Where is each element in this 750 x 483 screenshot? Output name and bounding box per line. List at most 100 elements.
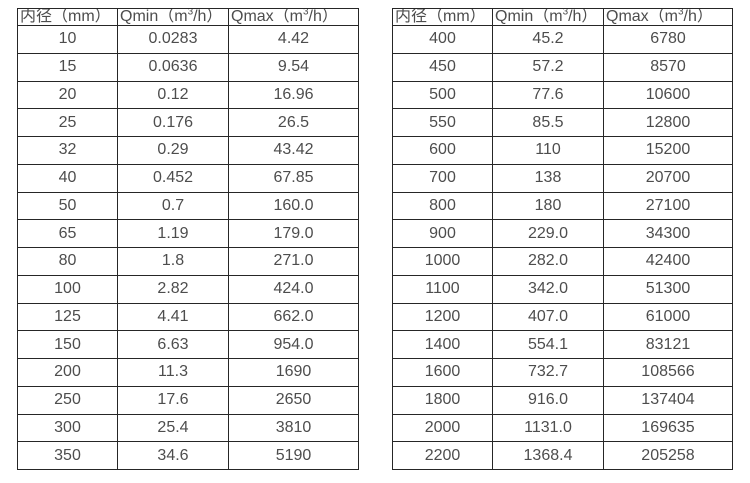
table-cell: 1368.4 [492, 441, 604, 470]
table-row: 80 1.8 271.0 [17, 247, 359, 276]
table-cell: 1600 [392, 358, 493, 387]
table-row: 600 110 15200 [392, 136, 733, 165]
table-row: 1600 732.7 108566 [392, 358, 733, 387]
table-cell: 125 [17, 302, 118, 332]
table-row: 1800 916.0 137404 [392, 385, 733, 415]
table-row: 25 0.176 26.5 [17, 108, 359, 137]
table-cell: 65 [17, 219, 118, 248]
table-cell: 80 [17, 247, 118, 276]
table-cell: 100 [17, 274, 118, 304]
table-cell: 550 [392, 108, 493, 137]
table-cell: 1800 [392, 385, 493, 415]
header-superscript: 3 [187, 8, 194, 18]
table-cell: 0.176 [117, 108, 229, 137]
table-row: 1200 407.0 61000 [392, 302, 733, 332]
table-cell: 205258 [603, 441, 733, 470]
table-cell: 1690 [228, 358, 359, 387]
table-cell: 15 [17, 52, 118, 82]
table-row: 65 1.19 179.0 [17, 219, 359, 248]
table-row: 2200 1368.4 205258 [392, 441, 733, 470]
table-cell: 900 [392, 219, 493, 248]
table-row: 1000 282.0 42400 [392, 247, 733, 276]
table-cell: 160.0 [228, 191, 359, 221]
table-row: 100 2.82 424.0 [17, 274, 359, 304]
table-cell: 34.6 [117, 441, 229, 470]
table-cell: 350 [17, 441, 118, 470]
table-cell: 662.0 [228, 302, 359, 332]
table-row: 32 0.29 43.42 [17, 136, 359, 165]
table-cell: 1400 [392, 330, 493, 359]
table-cell: 77.6 [492, 80, 604, 110]
header-text: /h） [683, 8, 713, 25]
table-cell: 400 [392, 25, 493, 54]
table-cell: 83121 [603, 330, 733, 359]
table-row: 350 34.6 5190 [17, 441, 359, 470]
header-text: Qmax（m [606, 8, 679, 25]
column-header: Qmax（m3/h） [228, 8, 359, 26]
header-superscript: 3 [562, 8, 569, 18]
table-cell: 25 [17, 108, 118, 137]
table-cell: 3810 [228, 413, 359, 443]
table-cell: 27100 [603, 191, 733, 221]
table-cell: 67.85 [228, 163, 359, 193]
table-cell: 916.0 [492, 385, 604, 415]
table-cell: 300 [17, 413, 118, 443]
table-cell: 954.0 [228, 330, 359, 359]
table-cell: 180 [492, 191, 604, 221]
table-cell: 1.19 [117, 219, 229, 248]
header-row: 内径（mm） Qmin（m3/h） Qmax（m3/h） [17, 8, 359, 26]
table-cell: 169635 [603, 413, 733, 443]
table-cell: 26.5 [228, 108, 359, 137]
table-cell: 732.7 [492, 358, 604, 387]
header-text: Qmin（m [120, 8, 188, 25]
table-cell: 179.0 [228, 219, 359, 248]
table-row: 150 6.63 954.0 [17, 330, 359, 359]
table-row: 450 57.2 8570 [392, 52, 733, 82]
header-text: Qmax（m [231, 8, 304, 25]
table-cell: 17.6 [117, 385, 229, 415]
table-cell: 108566 [603, 358, 733, 387]
table-cell: 5190 [228, 441, 359, 470]
table-cell: 51300 [603, 274, 733, 304]
table-row: 10 0.0283 4.42 [17, 25, 359, 54]
table-row: 300 25.4 3810 [17, 413, 359, 443]
table-cell: 0.7 [117, 191, 229, 221]
table-row: 200 11.3 1690 [17, 358, 359, 387]
header-superscript: 3 [678, 8, 684, 18]
table-row: 15 0.0636 9.54 [17, 52, 359, 82]
table-cell: 1131.0 [492, 413, 604, 443]
table-cell: 554.1 [492, 330, 604, 359]
table-cell: 1000 [392, 247, 493, 276]
table-cell: 138 [492, 163, 604, 193]
table-cell: 229.0 [492, 219, 604, 248]
table-row: 1100 342.0 51300 [392, 274, 733, 304]
table-cell: 4.41 [117, 302, 229, 332]
table-cell: 200 [17, 358, 118, 387]
table-cell: 11.3 [117, 358, 229, 387]
header-superscript: 3 [303, 8, 309, 18]
table-cell: 34300 [603, 219, 733, 248]
table-cell: 12800 [603, 108, 733, 137]
table-cell: 85.5 [492, 108, 604, 137]
table-cell: 282.0 [492, 247, 604, 276]
flow-table-small-diameters: 内径（mm） Qmin（m3/h） Qmax（m3/h） 10 0.0283 4.42 15… [17, 8, 359, 470]
header-text: 内径（mm） [20, 8, 111, 25]
table-cell: 10600 [603, 80, 733, 110]
column-header: Qmin（m3/h） [492, 8, 604, 26]
column-header: 内径（mm） [17, 8, 118, 26]
table-cell: 20 [17, 80, 118, 110]
table-cell: 250 [17, 385, 118, 415]
table-cell: 57.2 [492, 52, 604, 82]
header-text: /h） [568, 8, 598, 25]
table-cell: 500 [392, 80, 493, 110]
table-cell: 800 [392, 191, 493, 221]
header-row: 内径（mm） Qmin（m3/h） Qmax（m3/h） [392, 8, 733, 26]
table-cell: 15200 [603, 136, 733, 165]
table-cell: 700 [392, 163, 493, 193]
table-cell: 0.452 [117, 163, 229, 193]
table-cell: 150 [17, 330, 118, 359]
table-cell: 110 [492, 136, 604, 165]
table-cell: 6.63 [117, 330, 229, 359]
header-text: /h） [193, 8, 223, 25]
